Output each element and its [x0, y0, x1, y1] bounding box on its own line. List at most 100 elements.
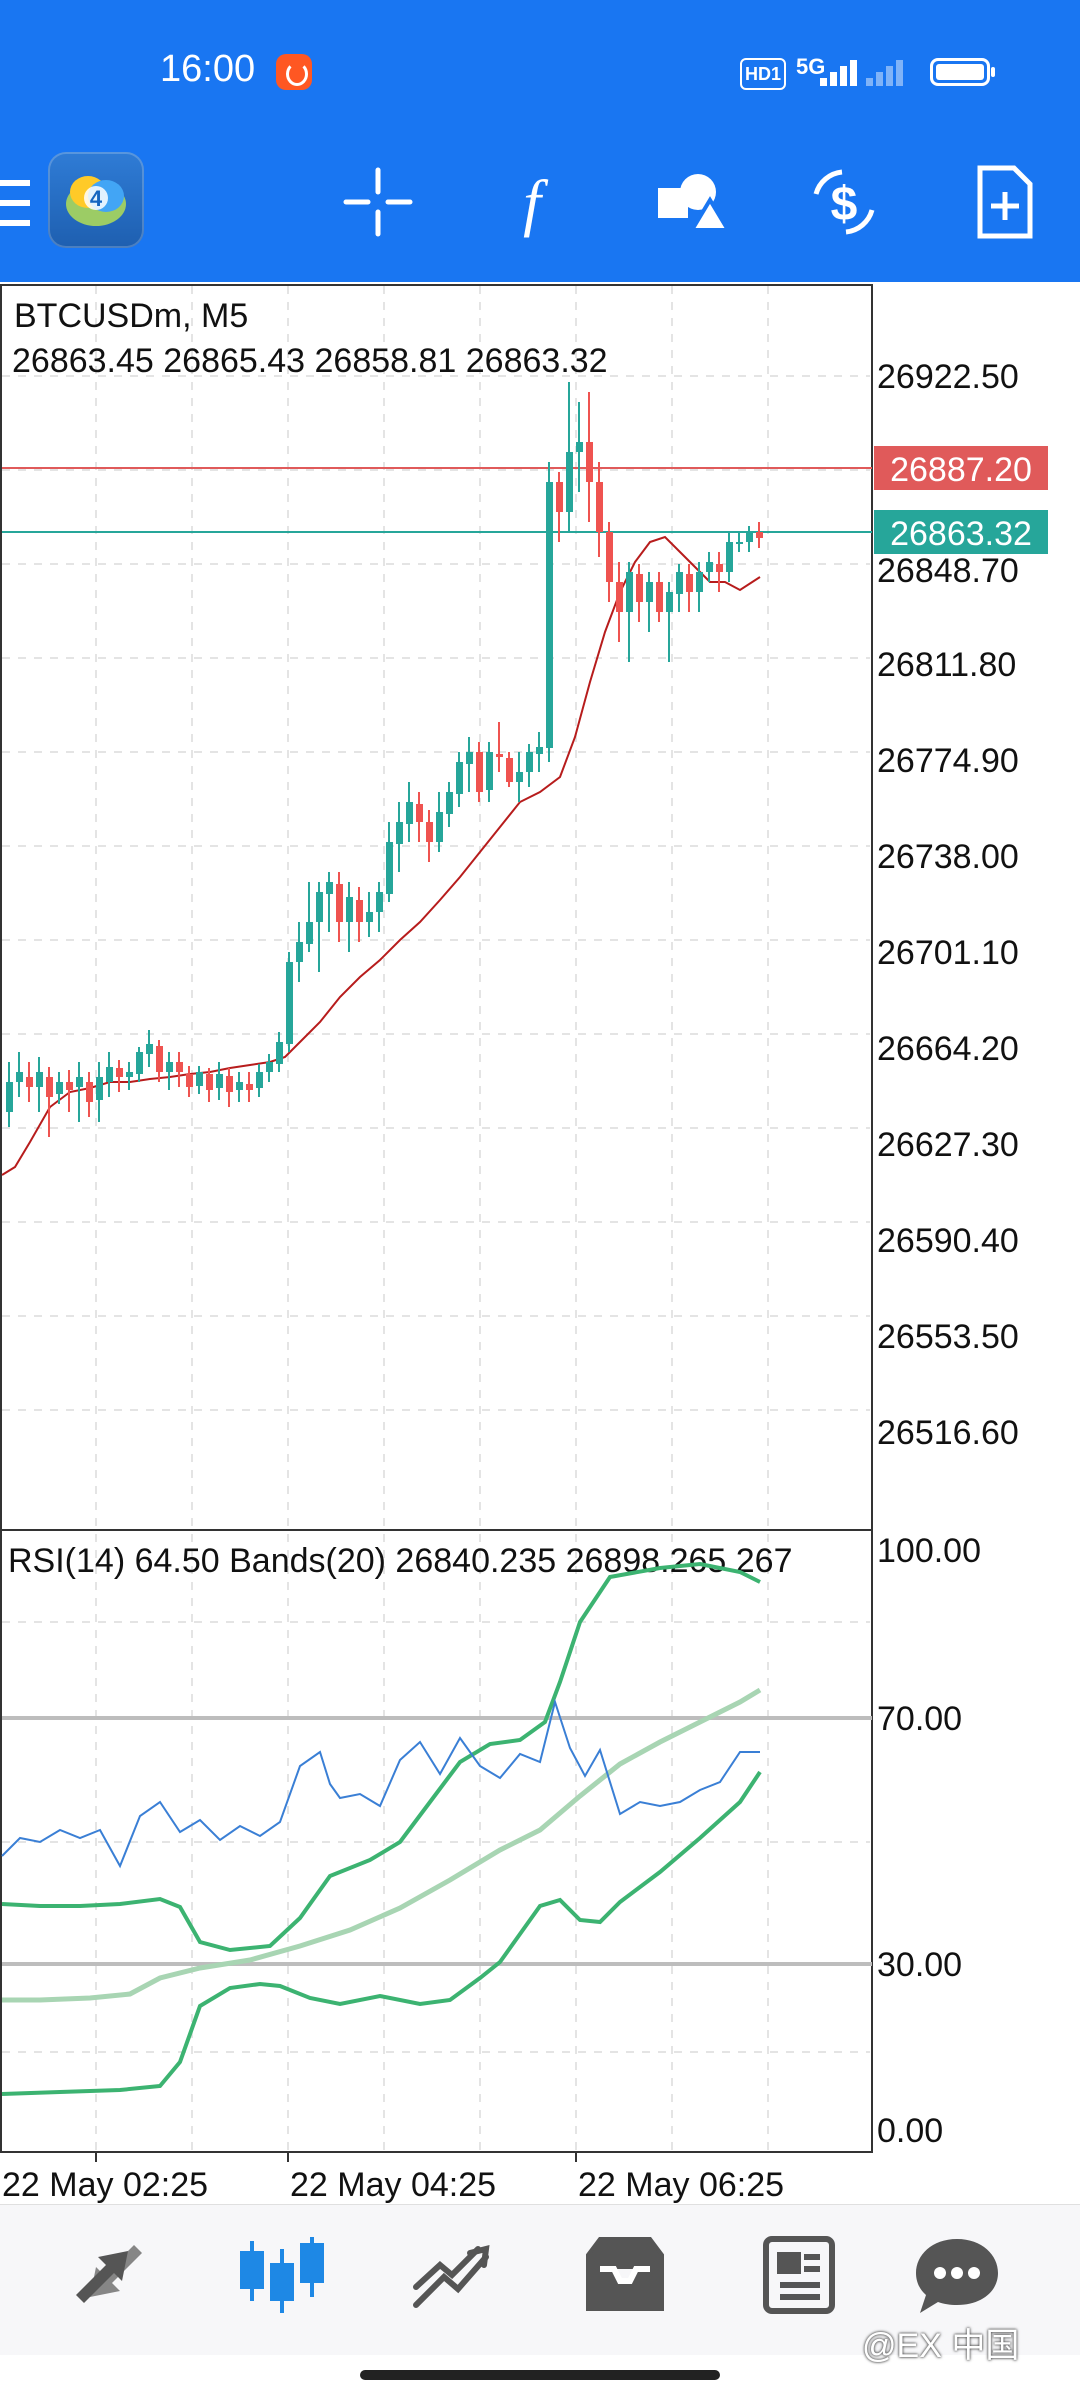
signal-icon [820, 56, 880, 86]
objects-icon[interactable] [646, 160, 732, 244]
bid-price: 26863.32 [890, 515, 1032, 553]
candle-body [696, 572, 703, 592]
candle-body [726, 542, 733, 572]
candle-body [246, 1084, 253, 1090]
quotes-icon[interactable] [56, 2225, 166, 2325]
level-label: 100.00 [877, 1532, 981, 1570]
candle-body [396, 822, 403, 844]
signal2-icon [866, 56, 926, 86]
candle-body [186, 1074, 193, 1087]
candle-body [596, 482, 603, 532]
candle-body [456, 762, 463, 794]
candle-body [6, 1082, 13, 1112]
time-label: 22 May 06:25 [578, 2166, 784, 2204]
candle-body [266, 1062, 273, 1072]
grid [2, 286, 870, 2150]
candle-body [376, 892, 383, 912]
candle-body [276, 1042, 283, 1064]
candle-body [536, 747, 543, 754]
candle-body [236, 1082, 243, 1090]
candle-body [166, 1062, 173, 1072]
svg-text:4: 4 [90, 186, 103, 211]
candle-body [716, 564, 723, 572]
candle-body [646, 582, 653, 602]
candle-body [546, 482, 553, 748]
home-indicator[interactable] [360, 2370, 720, 2380]
menu-icon[interactable] [0, 180, 30, 228]
crosshair-icon[interactable] [336, 160, 420, 244]
candle-body [226, 1076, 233, 1092]
candle-body [626, 572, 633, 612]
candle-body [16, 1072, 23, 1082]
candle-body [86, 1082, 93, 1102]
candle-body [306, 922, 313, 944]
price-label: 26590.40 [877, 1222, 1019, 1260]
battery-icon [930, 58, 995, 86]
price-label: 26664.20 [877, 1030, 1019, 1068]
bottom-navigation [0, 2204, 1080, 2355]
chart-area[interactable]: BTCUSDm, M5 26863.45 26865.43 26858.81 2… [0, 282, 1080, 2204]
candle-body [326, 882, 333, 894]
candle-body [316, 892, 323, 922]
candle-body [256, 1072, 263, 1088]
candle-body [56, 1082, 63, 1094]
candle-body [286, 962, 293, 1044]
candle-body [446, 792, 453, 814]
candle-body [356, 900, 363, 922]
indicator-frame [0, 1529, 873, 2153]
watermark: @EX 中国 [862, 2327, 1020, 2365]
level-label: 30.00 [877, 1946, 962, 1984]
candle-body [496, 754, 503, 757]
ask-price-tag [874, 446, 1048, 490]
symbol-label: BTCUSDm, M5 [14, 297, 248, 335]
rsi-line [1, 1698, 760, 1869]
candle-body [436, 812, 443, 842]
price-label: 26811.80 [877, 646, 1016, 684]
candle-body [76, 1077, 83, 1087]
candle-body [526, 752, 533, 772]
candle-body [516, 772, 523, 782]
candle-body [616, 582, 623, 612]
candlesticks [6, 382, 763, 1137]
indicator-label: RSI(14) 64.50 Bands(20) 26840.235 26898.… [8, 1542, 793, 1580]
candle-body [686, 574, 693, 592]
status-bar: 16:00 HD1 5G [0, 0, 1080, 140]
svg-text:f: f [523, 167, 549, 238]
indicators-icon[interactable]: f [490, 160, 574, 244]
candle-body [156, 1046, 163, 1072]
news-icon[interactable] [744, 2225, 854, 2325]
candle-body [176, 1062, 183, 1072]
candle-body [426, 822, 433, 842]
chart-icon[interactable] [226, 2225, 336, 2325]
time-axis: 22 May 02:25 22 May 04:25 22 May 06:25 [2, 2166, 784, 2204]
candle-body [346, 897, 353, 922]
bands-upper-line [1, 1561, 761, 1953]
candle-body [506, 758, 513, 782]
candle-body [466, 752, 473, 764]
candle-body [116, 1068, 123, 1077]
history-icon[interactable] [570, 2225, 680, 2325]
candle-body [406, 802, 413, 824]
candle-body [736, 542, 743, 544]
mt4-logo-icon[interactable]: 4 [48, 152, 144, 248]
candle-body [126, 1072, 133, 1077]
bid-price-tag [874, 510, 1048, 554]
candle-body [96, 1077, 103, 1100]
trade-icon[interactable]: $ [802, 160, 886, 244]
main-chart-frame [0, 284, 873, 1531]
messages-icon[interactable] [902, 2225, 1012, 2325]
candle-body [46, 1077, 53, 1097]
network-type: 5G [796, 54, 826, 79]
level-label: 0.00 [877, 2112, 943, 2150]
candle-body [666, 592, 673, 612]
price-label: 26627.30 [877, 1126, 1019, 1164]
status-time: 16:00 [160, 48, 256, 90]
price-label: 26774.90 [877, 742, 1019, 780]
price-axis: 26922.50 26848.70 26811.80 26774.90 2673… [877, 358, 1019, 1452]
level-label: 70.00 [877, 1700, 962, 1738]
app-toolbar [0, 140, 1080, 282]
bands-middle-line [2, 1687, 762, 2003]
trade-icon[interactable] [396, 2225, 506, 2325]
new-order-icon[interactable] [962, 160, 1046, 244]
candle-body [386, 842, 393, 894]
